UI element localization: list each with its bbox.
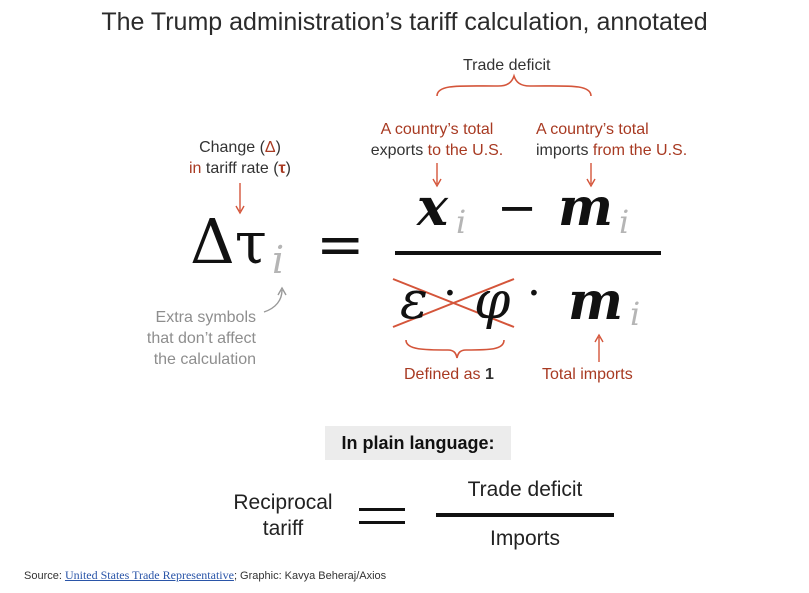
source-link[interactable]: United States Trade Representative <box>64 568 234 582</box>
phi-symbol: φ <box>474 271 511 331</box>
cross-out-line-2 <box>392 278 515 328</box>
dot-operator-1: · <box>443 268 457 319</box>
exports-label: A country’s total exports to the U.S. <box>370 121 504 159</box>
extra-symbols-label: Extra symbols that don’t affect the calc… <box>146 309 256 368</box>
plain-numerator: Trade deficit <box>467 478 583 501</box>
main-fraction-bar <box>395 251 661 255</box>
denominator-m: m <box>568 271 624 332</box>
defined-as-one-label: Defined as 1 <box>404 366 494 383</box>
x-subscript-i: i <box>456 203 467 241</box>
plain-equals-top <box>359 508 405 511</box>
main-equals-sign: = <box>316 210 365 278</box>
source-credit: Source: United States Trade Representati… <box>24 568 387 582</box>
delta-symbol: Δ <box>190 205 235 278</box>
denominator-m-subscript-i: i <box>630 295 641 333</box>
change-in-tariff-label: Change (Δ) in tariff rate (τ) <box>189 139 291 177</box>
plain-equals-bottom <box>359 521 405 524</box>
tau-subscript-i: i <box>272 238 285 282</box>
tau-symbol: τ <box>234 209 267 277</box>
dot-operator-2: · <box>527 268 541 319</box>
m-subscript-i: i <box>619 203 630 241</box>
epsilon-symbol: ε <box>400 271 428 331</box>
reciprocal-tariff-label: Reciprocal tariff <box>233 491 333 540</box>
total-imports-label: Total imports <box>542 366 633 383</box>
chart-title: The Trump administration’s tariff calcul… <box>101 8 708 36</box>
trade-deficit-label: Trade deficit <box>463 57 551 74</box>
exports-x: x <box>417 177 449 238</box>
delta-tau: Δτ <box>190 207 267 278</box>
imports-m: m <box>558 177 614 238</box>
extra-symbols-arrow <box>263 289 283 313</box>
defined-as-brace <box>405 339 505 359</box>
plain-denominator: Imports <box>489 527 560 550</box>
plain-fraction-bar <box>436 513 614 517</box>
trade-deficit-brace <box>436 73 592 97</box>
imports-label: A country’s total imports from the U.S. <box>536 121 688 159</box>
plain-language-heading: In plain language: <box>325 426 511 460</box>
minus-sign: − <box>497 180 538 236</box>
